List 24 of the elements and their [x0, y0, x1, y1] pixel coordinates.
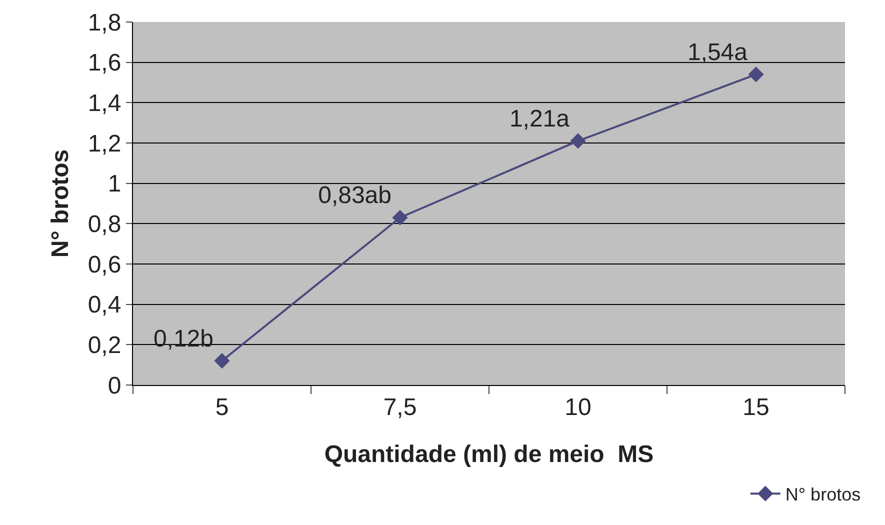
- data-label: 0,83ab: [318, 182, 392, 210]
- x-tick-label: 5: [215, 394, 229, 421]
- y-axis-title: N° brotos: [46, 149, 74, 258]
- legend-label: N° brotos: [785, 484, 861, 505]
- x-tick-label: 15: [742, 394, 770, 421]
- y-tick-label: 1,6: [88, 50, 122, 77]
- data-label: 1,54a: [687, 38, 748, 66]
- point: [392, 210, 408, 226]
- y-tick-label: 1,2: [88, 130, 122, 158]
- x-tick-label: 10: [564, 394, 592, 421]
- x-tick-label: 7,5: [383, 394, 417, 421]
- y-tick-label: 1,8: [88, 9, 122, 36]
- y-tick-label: 1,4: [88, 90, 122, 118]
- point: [570, 133, 586, 149]
- y-tick-label: 0,4: [88, 292, 122, 319]
- point: [748, 66, 764, 82]
- point: [214, 353, 230, 369]
- y-tick-label: 1: [108, 170, 122, 198]
- y-tick-label: 0,6: [88, 251, 122, 278]
- x-axis-title: Quantidade (ml) de meio MS: [324, 441, 654, 468]
- y-tick-label: 0,2: [88, 332, 122, 360]
- data-label: 1,21a: [509, 105, 570, 132]
- y-tick-label: 0,8: [88, 211, 122, 238]
- y-tick-label: 0: [108, 372, 122, 400]
